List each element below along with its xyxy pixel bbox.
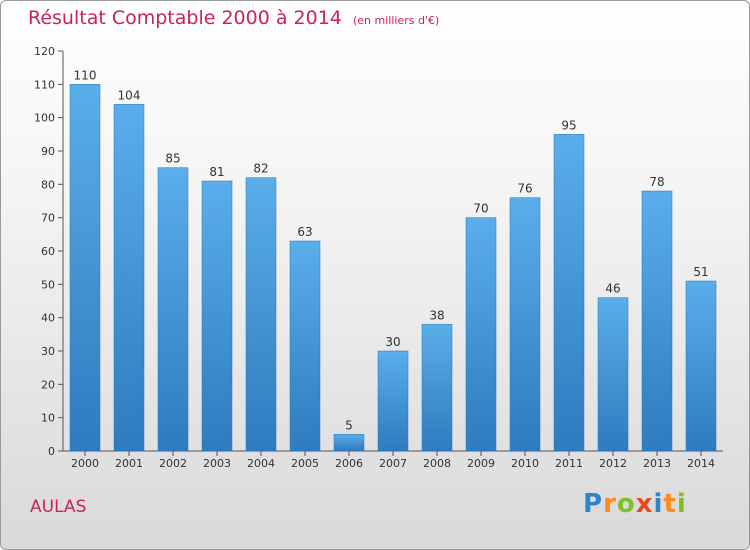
chart-subtitle: (en milliers d'€) [352,14,440,27]
bar-value-label: 95 [561,118,576,132]
y-tick-label: 100 [34,112,55,125]
y-tick-label: 80 [41,178,55,191]
bar [421,324,453,452]
bar [69,84,101,452]
x-tick-label: 2004 [247,457,275,470]
bar-value-label: 70 [473,202,488,216]
y-tick-label: 70 [41,212,55,225]
logo-letter: x [635,489,654,519]
bar-value-label: 78 [649,175,664,189]
y-tick-label: 50 [41,278,55,291]
bar [465,217,497,452]
bar-value-label: 76 [517,182,532,196]
logo-letter: i [653,489,664,519]
bar-value-label: 51 [693,265,708,279]
y-tick-label: 60 [41,245,55,258]
location-label: AULAS [30,497,87,517]
bar [377,350,409,452]
bar-value-label: 30 [385,335,400,349]
logo-letter: P [583,489,604,519]
bar [289,240,321,452]
y-tick-label: 120 [34,45,55,58]
x-tick-label: 2003 [203,457,231,470]
x-tick-label: 2014 [687,457,715,470]
bar [553,134,585,452]
x-tick-label: 2005 [291,457,319,470]
logo-letter: t [663,489,677,519]
bar-value-label: 104 [118,88,141,102]
x-tick-label: 2011 [555,457,583,470]
bar-value-label: 81 [209,165,224,179]
y-tick-label: 20 [41,378,55,391]
x-tick-label: 2009 [467,457,495,470]
bar [509,197,541,452]
bar-value-label: 85 [165,152,180,166]
bar-value-label: 46 [605,282,620,296]
y-tick-label: 30 [41,345,55,358]
bar [641,190,673,452]
bar-value-label: 5 [345,418,353,432]
x-tick-label: 2001 [115,457,143,470]
proxiti-logo: Proxiti [583,489,687,519]
bar [333,434,365,452]
bar [201,180,233,452]
chart-title: Résultat Comptable 2000 à 2014 (en milli… [28,7,439,29]
x-tick-label: 2000 [71,457,99,470]
bar [685,280,717,452]
x-tick-label: 2013 [643,457,671,470]
bar [245,177,277,452]
logo-letter: o [616,489,636,519]
y-tick-label: 0 [48,445,55,458]
chart-title-main: Résultat Comptable 2000 à 2014 [28,7,342,29]
bar-value-label: 110 [74,68,97,82]
bar [597,297,629,452]
bar [157,167,189,452]
x-tick-label: 2006 [335,457,363,470]
bar-value-label: 38 [429,308,444,322]
y-tick-label: 40 [41,312,55,325]
bar-value-label: 82 [253,162,268,176]
bar [113,104,145,452]
logo-letter: r [603,489,617,519]
logo-letter: i [676,489,687,519]
x-tick-label: 2012 [599,457,627,470]
y-tick-label: 10 [41,412,55,425]
y-tick-label: 110 [34,78,55,91]
x-tick-label: 2002 [159,457,187,470]
bar-value-label: 63 [297,225,312,239]
x-tick-label: 2007 [379,457,407,470]
x-tick-label: 2010 [511,457,539,470]
x-tick-label: 2008 [423,457,451,470]
y-tick-label: 90 [41,145,55,158]
